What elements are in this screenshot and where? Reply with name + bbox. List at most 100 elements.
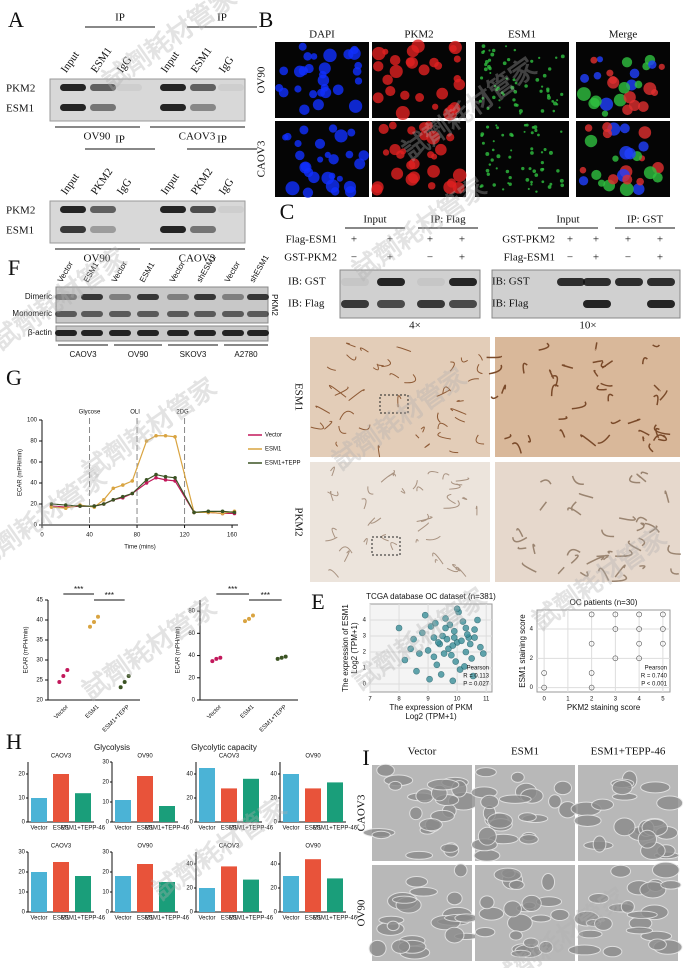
point: [471, 634, 478, 641]
cell-cluster: [371, 830, 391, 840]
column-label: ESM1: [511, 746, 539, 758]
cell-signal: [619, 123, 630, 134]
row-label: ESM1: [292, 383, 304, 411]
tissue: [404, 374, 417, 384]
cell-signal: [510, 85, 515, 90]
tissue: [467, 378, 479, 382]
tissue: [627, 540, 642, 552]
cell-signal: [534, 128, 538, 133]
tissue: [412, 480, 418, 490]
bar: [159, 882, 175, 912]
tissue: [346, 354, 357, 361]
cell-signal: [481, 44, 486, 48]
y-tick-label: 2: [363, 650, 367, 656]
x-tick-label: 1: [566, 697, 570, 703]
row-label: GST-PKM2: [284, 252, 337, 264]
chart-title: TCGA database OC dataset (n=381): [366, 592, 496, 601]
cell-signal: [524, 84, 528, 88]
blot-band: [647, 278, 675, 286]
cell-signal: [560, 183, 565, 188]
legend-label: Vector: [265, 433, 282, 439]
blot-band: [190, 84, 216, 91]
y-tick-label: 100: [27, 418, 38, 424]
cell-signal: [638, 141, 649, 152]
heading: Glycolytic capacity: [191, 743, 257, 752]
point: [418, 629, 426, 637]
point: [439, 632, 446, 640]
cell-signal: [395, 106, 410, 120]
axis-title: ECAR (mPH/min): [24, 626, 30, 673]
row-label: CAOV3: [356, 794, 368, 831]
blot-band: [60, 104, 86, 111]
cell-signal: [505, 169, 510, 174]
tissue: [367, 517, 376, 526]
cell-signal: [492, 183, 496, 187]
column-label: Merge: [609, 29, 638, 41]
y-tick-label: 30: [102, 760, 109, 766]
ip-label: IP: [115, 12, 125, 24]
cell-signal: [490, 52, 495, 57]
header: IP: Flag: [430, 214, 466, 226]
cell-signal: [498, 99, 501, 102]
point: [636, 626, 642, 632]
x-tick-label: 7: [368, 697, 372, 703]
y-tick-label: 0: [22, 820, 26, 826]
y-tick-label: 0: [106, 910, 110, 916]
tissue: [328, 384, 347, 398]
cell-signal: [491, 48, 496, 53]
chart-title: OV90: [305, 754, 321, 760]
cell-signal: [299, 125, 309, 135]
cell-signal: [354, 77, 363, 85]
bar: [137, 864, 153, 912]
blot-band: [190, 206, 216, 213]
legend-label: ESM1+TEPP: [265, 461, 301, 467]
y-tick-label: 20: [30, 502, 37, 508]
cell-cluster: [480, 794, 500, 810]
x-tick-label: ESM1+TEPP: [102, 704, 131, 733]
tissue: [442, 473, 450, 480]
bar: [199, 888, 215, 912]
point: [65, 668, 70, 672]
cell-signal: [623, 91, 636, 104]
point: [474, 616, 481, 624]
point: [461, 663, 468, 670]
cell-signal: [502, 61, 507, 66]
cell-signal: [485, 168, 490, 173]
y-tick-label: 0: [274, 820, 278, 826]
chart-title: CAOV3: [51, 754, 72, 760]
point: [477, 643, 484, 651]
blot-band: [190, 226, 216, 233]
cell-signal: [449, 102, 461, 114]
tissue: [475, 505, 478, 516]
header: IP: GST: [627, 214, 664, 226]
cell-signal: [528, 167, 532, 171]
cell-signal: [372, 46, 386, 61]
tissue: [315, 405, 331, 414]
cell-signal: [540, 151, 544, 154]
tissue: [557, 566, 565, 575]
lane-label: IgG: [217, 54, 237, 75]
point: [427, 623, 435, 630]
tissue: [476, 363, 483, 375]
cell-signal: [429, 57, 439, 68]
cell-signal: [551, 99, 555, 103]
y-tick-label: 30: [36, 658, 43, 664]
cell-cluster: [648, 938, 667, 951]
tissue: [639, 565, 646, 570]
tissue: [597, 567, 610, 581]
panel-label: A: [8, 7, 24, 32]
tissue: [328, 569, 339, 578]
y-tick-label: 80: [30, 439, 37, 445]
blot-band: [90, 226, 116, 233]
cell-signal: [415, 93, 425, 102]
row-label: β-actin: [28, 328, 52, 337]
cell-signal: [619, 182, 634, 197]
x-tick-label: 80: [134, 533, 141, 539]
cell-cluster: [479, 895, 495, 910]
cell-signal: [530, 147, 534, 151]
tissue: [455, 566, 467, 577]
row-label: Flag-ESM1: [504, 252, 555, 264]
blot-band: [55, 311, 77, 317]
point: [163, 478, 168, 482]
point: [636, 640, 642, 647]
